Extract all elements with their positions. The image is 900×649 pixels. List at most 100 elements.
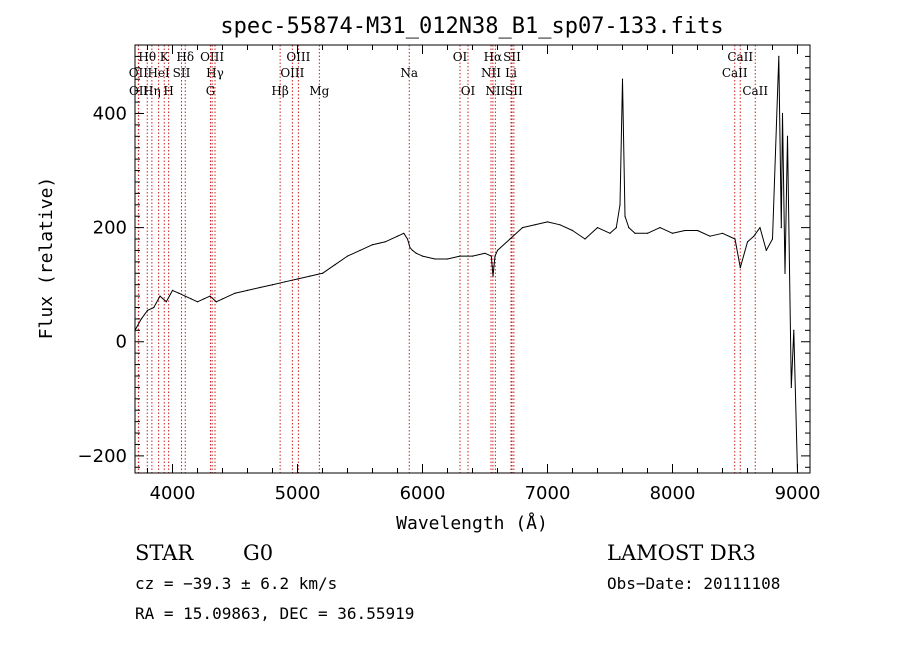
spectrum-point <box>780 227 782 229</box>
x-tick-label: 9000 <box>775 483 821 504</box>
line-label: HeI <box>147 66 170 80</box>
spectrum-point <box>190 298 192 300</box>
object-subclass: G0 <box>243 541 273 565</box>
spectrum-point <box>178 292 180 294</box>
line-label: OIII <box>280 66 304 80</box>
spectrum-point <box>534 224 536 226</box>
spectrum-point <box>411 249 414 251</box>
spectrum-point <box>734 238 736 240</box>
line-label: Hγ <box>206 66 224 80</box>
coordinates: RA = 15.09863, DEC = 36.55919 <box>135 604 414 623</box>
x-axis: 4000 5000 6000 7000 8000 9000 <box>147 45 821 504</box>
spectrum-point <box>406 238 409 240</box>
y-tick-label: −200 <box>78 446 127 467</box>
spectrum-point <box>759 227 761 229</box>
spectrum-point <box>521 227 524 229</box>
spectrum-point <box>165 301 167 303</box>
line-label: OIII <box>286 50 310 64</box>
line-label: Mg <box>309 84 329 98</box>
spectrum-point <box>584 238 586 240</box>
spectrum-point <box>596 227 599 229</box>
spectrum-point <box>271 284 274 286</box>
spectrum-point <box>221 298 224 300</box>
spectrum-point <box>771 238 774 240</box>
line-label: OI <box>461 84 476 98</box>
spectrum-point <box>159 295 161 297</box>
spectrum-point <box>471 255 474 257</box>
x-tick-label: 4000 <box>150 483 196 504</box>
spectrum-point <box>793 329 795 331</box>
spectrum-point <box>490 255 492 257</box>
line-label: OI <box>453 50 468 64</box>
spectrum-point <box>171 289 174 291</box>
line-label: NII <box>485 84 505 98</box>
spectrum-point <box>140 318 142 320</box>
spectrum-point <box>646 232 649 234</box>
spectrum-point <box>421 255 424 257</box>
spectrum-series <box>134 55 799 474</box>
spectrum-point <box>496 249 499 251</box>
line-label: Li <box>505 66 517 80</box>
spectrum-point <box>284 281 286 283</box>
y-axis: −200 0 200 400 <box>78 55 810 468</box>
line-label: Hθ <box>138 50 156 64</box>
line-label: OIII <box>200 50 224 64</box>
spectrum-point <box>609 232 611 234</box>
spectrum-point <box>259 286 261 289</box>
spectrum-point <box>778 55 780 58</box>
y-tick-label: 0 <box>116 332 127 353</box>
spectrum-point <box>396 235 399 237</box>
spectrum-point <box>709 235 711 237</box>
line-label: SII <box>505 84 523 98</box>
spectrum-point <box>459 255 461 257</box>
spectrum-point <box>234 292 236 294</box>
line-label: K <box>160 50 170 64</box>
line-label: NII <box>481 66 501 80</box>
spectrum-point <box>484 252 486 254</box>
spectrum-point <box>624 215 626 217</box>
line-label: H <box>163 84 173 98</box>
spectrum-line <box>134 55 798 474</box>
footer-info: STAR G0 LAMOST DR3 cz = −39.3 ± 6.2 km/s… <box>135 541 780 623</box>
spectrum-point <box>509 238 511 240</box>
spectrum-point <box>246 289 249 291</box>
spectrum-point <box>334 264 336 266</box>
line-label: Hα <box>484 50 503 64</box>
spectrum-point <box>415 252 417 254</box>
spectrum-point <box>146 309 149 311</box>
y-axis-label: Flux (relative) <box>36 177 57 340</box>
spectrum-point <box>359 249 361 251</box>
emission-line-markers <box>137 45 756 473</box>
spectrum-point <box>746 241 749 243</box>
x-axis-label: Wavelength (Å) <box>396 512 548 534</box>
y-tick-label: 200 <box>93 218 127 239</box>
survey-name: LAMOST DR3 <box>607 541 756 565</box>
line-label: G <box>206 84 216 98</box>
spectrum-point <box>621 78 624 80</box>
spectrum-point <box>371 244 374 246</box>
spectrum-point <box>571 229 574 232</box>
spectrum-point <box>619 204 621 206</box>
line-label: SII <box>503 50 521 64</box>
line-label: Hη <box>143 84 161 98</box>
spectrum-point <box>196 301 199 303</box>
spectrum-point <box>346 255 349 257</box>
line-label: Na <box>400 66 418 80</box>
x-tick-label: 6000 <box>400 483 446 504</box>
x-tick-label: 8000 <box>650 483 696 504</box>
spectrum-point <box>296 278 299 280</box>
spectrum-point <box>209 295 211 297</box>
spectrum-point <box>615 227 617 229</box>
line-label: CaII <box>742 84 768 98</box>
spectrum-point <box>696 229 699 232</box>
spectrum-point <box>559 224 561 226</box>
line-label: CaII <box>727 50 753 64</box>
spectrum-point <box>671 232 674 234</box>
spectrum-point <box>321 272 324 274</box>
spectrum-point <box>739 267 741 269</box>
line-label: Hδ <box>176 50 194 64</box>
line-label: Hβ <box>271 84 288 98</box>
obs-date: Obs−Date: 20111108 <box>607 574 780 593</box>
